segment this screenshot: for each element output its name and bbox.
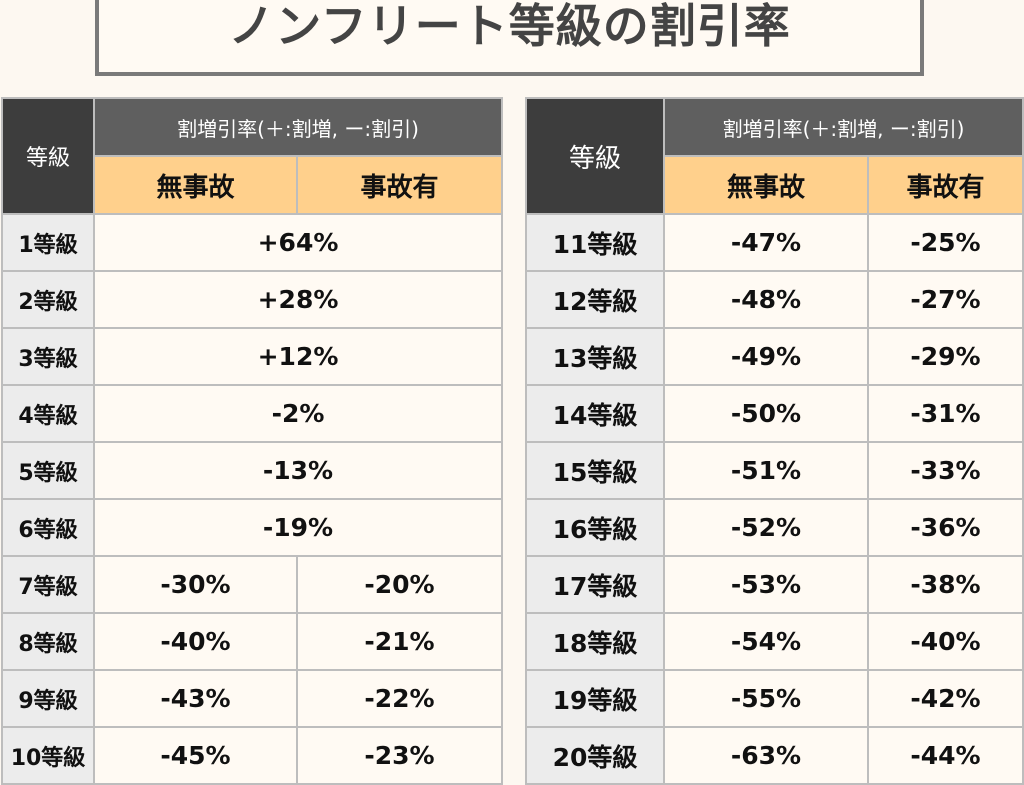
grade-cell: 14等級 [525,384,665,443]
no-accident-rate-cell: -55% [663,669,869,728]
grade-cell: 5等級 [1,441,95,500]
rate-cell: +12% [92,327,504,386]
grade-cell: 3等級 [1,327,95,386]
rate-cell: +64% [92,213,504,272]
table-row: 16等級 -52% -36% [525,498,1024,557]
rate-cell: +28% [92,270,504,329]
table-row: 17等級 -53% -38% [525,555,1024,614]
grade-cell: 13等級 [525,327,665,386]
rate-cell: -2% [92,384,504,443]
grade-cell: 4等級 [1,384,95,443]
no-accident-rate-cell: -49% [663,327,869,386]
no-accident-rate-cell: -53% [663,555,869,614]
rate-cell: -13% [92,441,504,500]
accident-header: 事故有 [295,155,504,215]
grade-cell: 1等級 [1,213,95,272]
grade-cell: 7等級 [1,555,95,614]
accident-rate-cell: -27% [866,270,1024,329]
accident-rate-cell: -21% [295,612,504,671]
table-row: 11等級 -47% -25% [525,213,1024,272]
no-accident-rate-cell: -45% [93,726,298,785]
accident-rate-cell: -42% [866,669,1024,728]
no-accident-header: 無事故 [663,155,869,215]
accident-rate-cell: -36% [866,498,1024,557]
table-row: 19等級 -55% -42% [525,669,1024,728]
grade-cell: 18等級 [525,612,665,671]
grade-cell: 17等級 [525,555,665,614]
accident-rate-cell: -20% [295,555,504,614]
accident-rate-cell: -33% [866,441,1024,500]
table-row: 10等級 -45% -23% [1,726,504,785]
table-row: 13等級 -49% -29% [525,327,1024,386]
grade-header: 等級 [1,97,95,215]
no-accident-rate-cell: -43% [93,669,298,728]
grade-cell: 12等級 [525,270,665,329]
accident-rate-cell: -25% [866,213,1024,272]
accident-rate-cell: -29% [866,327,1024,386]
accident-rate-cell: -38% [866,555,1024,614]
no-accident-rate-cell: -51% [663,441,869,500]
accident-rate-cell: -44% [866,726,1024,785]
table-row: 18等級 -54% -40% [525,612,1024,671]
table-row: 15等級 -51% -33% [525,441,1024,500]
table-row: 9等級 -43% -22% [1,669,504,728]
table-row: 4等級 -2% [1,384,504,443]
page-title-box: ノンフリート等級の割引率 [95,0,924,76]
no-accident-rate-cell: -48% [663,270,869,329]
no-accident-header: 無事故 [93,155,298,215]
no-accident-rate-cell: -40% [93,612,298,671]
grade-cell: 6等級 [1,498,95,557]
no-accident-rate-cell: -30% [93,555,298,614]
grade-cell: 16等級 [525,498,665,557]
table-row: 12等級 -48% -27% [525,270,1024,329]
accident-rate-cell: -31% [866,384,1024,443]
accident-rate-cell: -40% [866,612,1024,671]
grade-header: 等級 [525,97,665,215]
rate-header: 割増引率(＋:割増, ー:割引) [662,97,1024,157]
grade-cell: 8等級 [1,612,95,671]
grade-cell: 19等級 [525,669,665,728]
table-row: 8等級 -40% -21% [1,612,504,671]
table-row: 5等級 -13% [1,441,504,500]
table-row: 3等級 +12% [1,327,504,386]
table-row: 6等級 -19% [1,498,504,557]
accident-rate-cell: -23% [295,726,504,785]
no-accident-rate-cell: -47% [663,213,869,272]
table-row: 14等級 -50% -31% [525,384,1024,443]
rate-header: 割増引率(＋:割増, ー:割引) [92,97,504,157]
accident-rate-cell: -22% [295,669,504,728]
no-accident-rate-cell: -50% [663,384,869,443]
table-row: 2等級 +28% [1,270,504,329]
rate-cell: -19% [92,498,504,557]
no-accident-rate-cell: -54% [663,612,869,671]
no-accident-rate-cell: -63% [663,726,869,785]
rate-table-left: 等級 割増引率(＋:割増, ー:割引) 無事故 事故有 1等級 +64% 2等級 +2… [1,97,504,785]
page-title: ノンフリート等級の割引率 [228,0,791,53]
rate-table-right: 等級 割増引率(＋:割増, ー:割引) 無事故 事故有 11等級 -47% -25%… [525,97,1024,785]
table-row: 20等級 -63% -44% [525,726,1024,785]
no-accident-rate-cell: -52% [663,498,869,557]
accident-header: 事故有 [866,155,1024,215]
grade-cell: 10等級 [1,726,95,785]
table-row: 7等級 -30% -20% [1,555,504,614]
table-row: 1等級 +64% [1,213,504,272]
grade-cell: 11等級 [525,213,665,272]
grade-cell: 9等級 [1,669,95,728]
grade-cell: 15等級 [525,441,665,500]
grade-cell: 2等級 [1,270,95,329]
grade-cell: 20等級 [525,726,665,785]
